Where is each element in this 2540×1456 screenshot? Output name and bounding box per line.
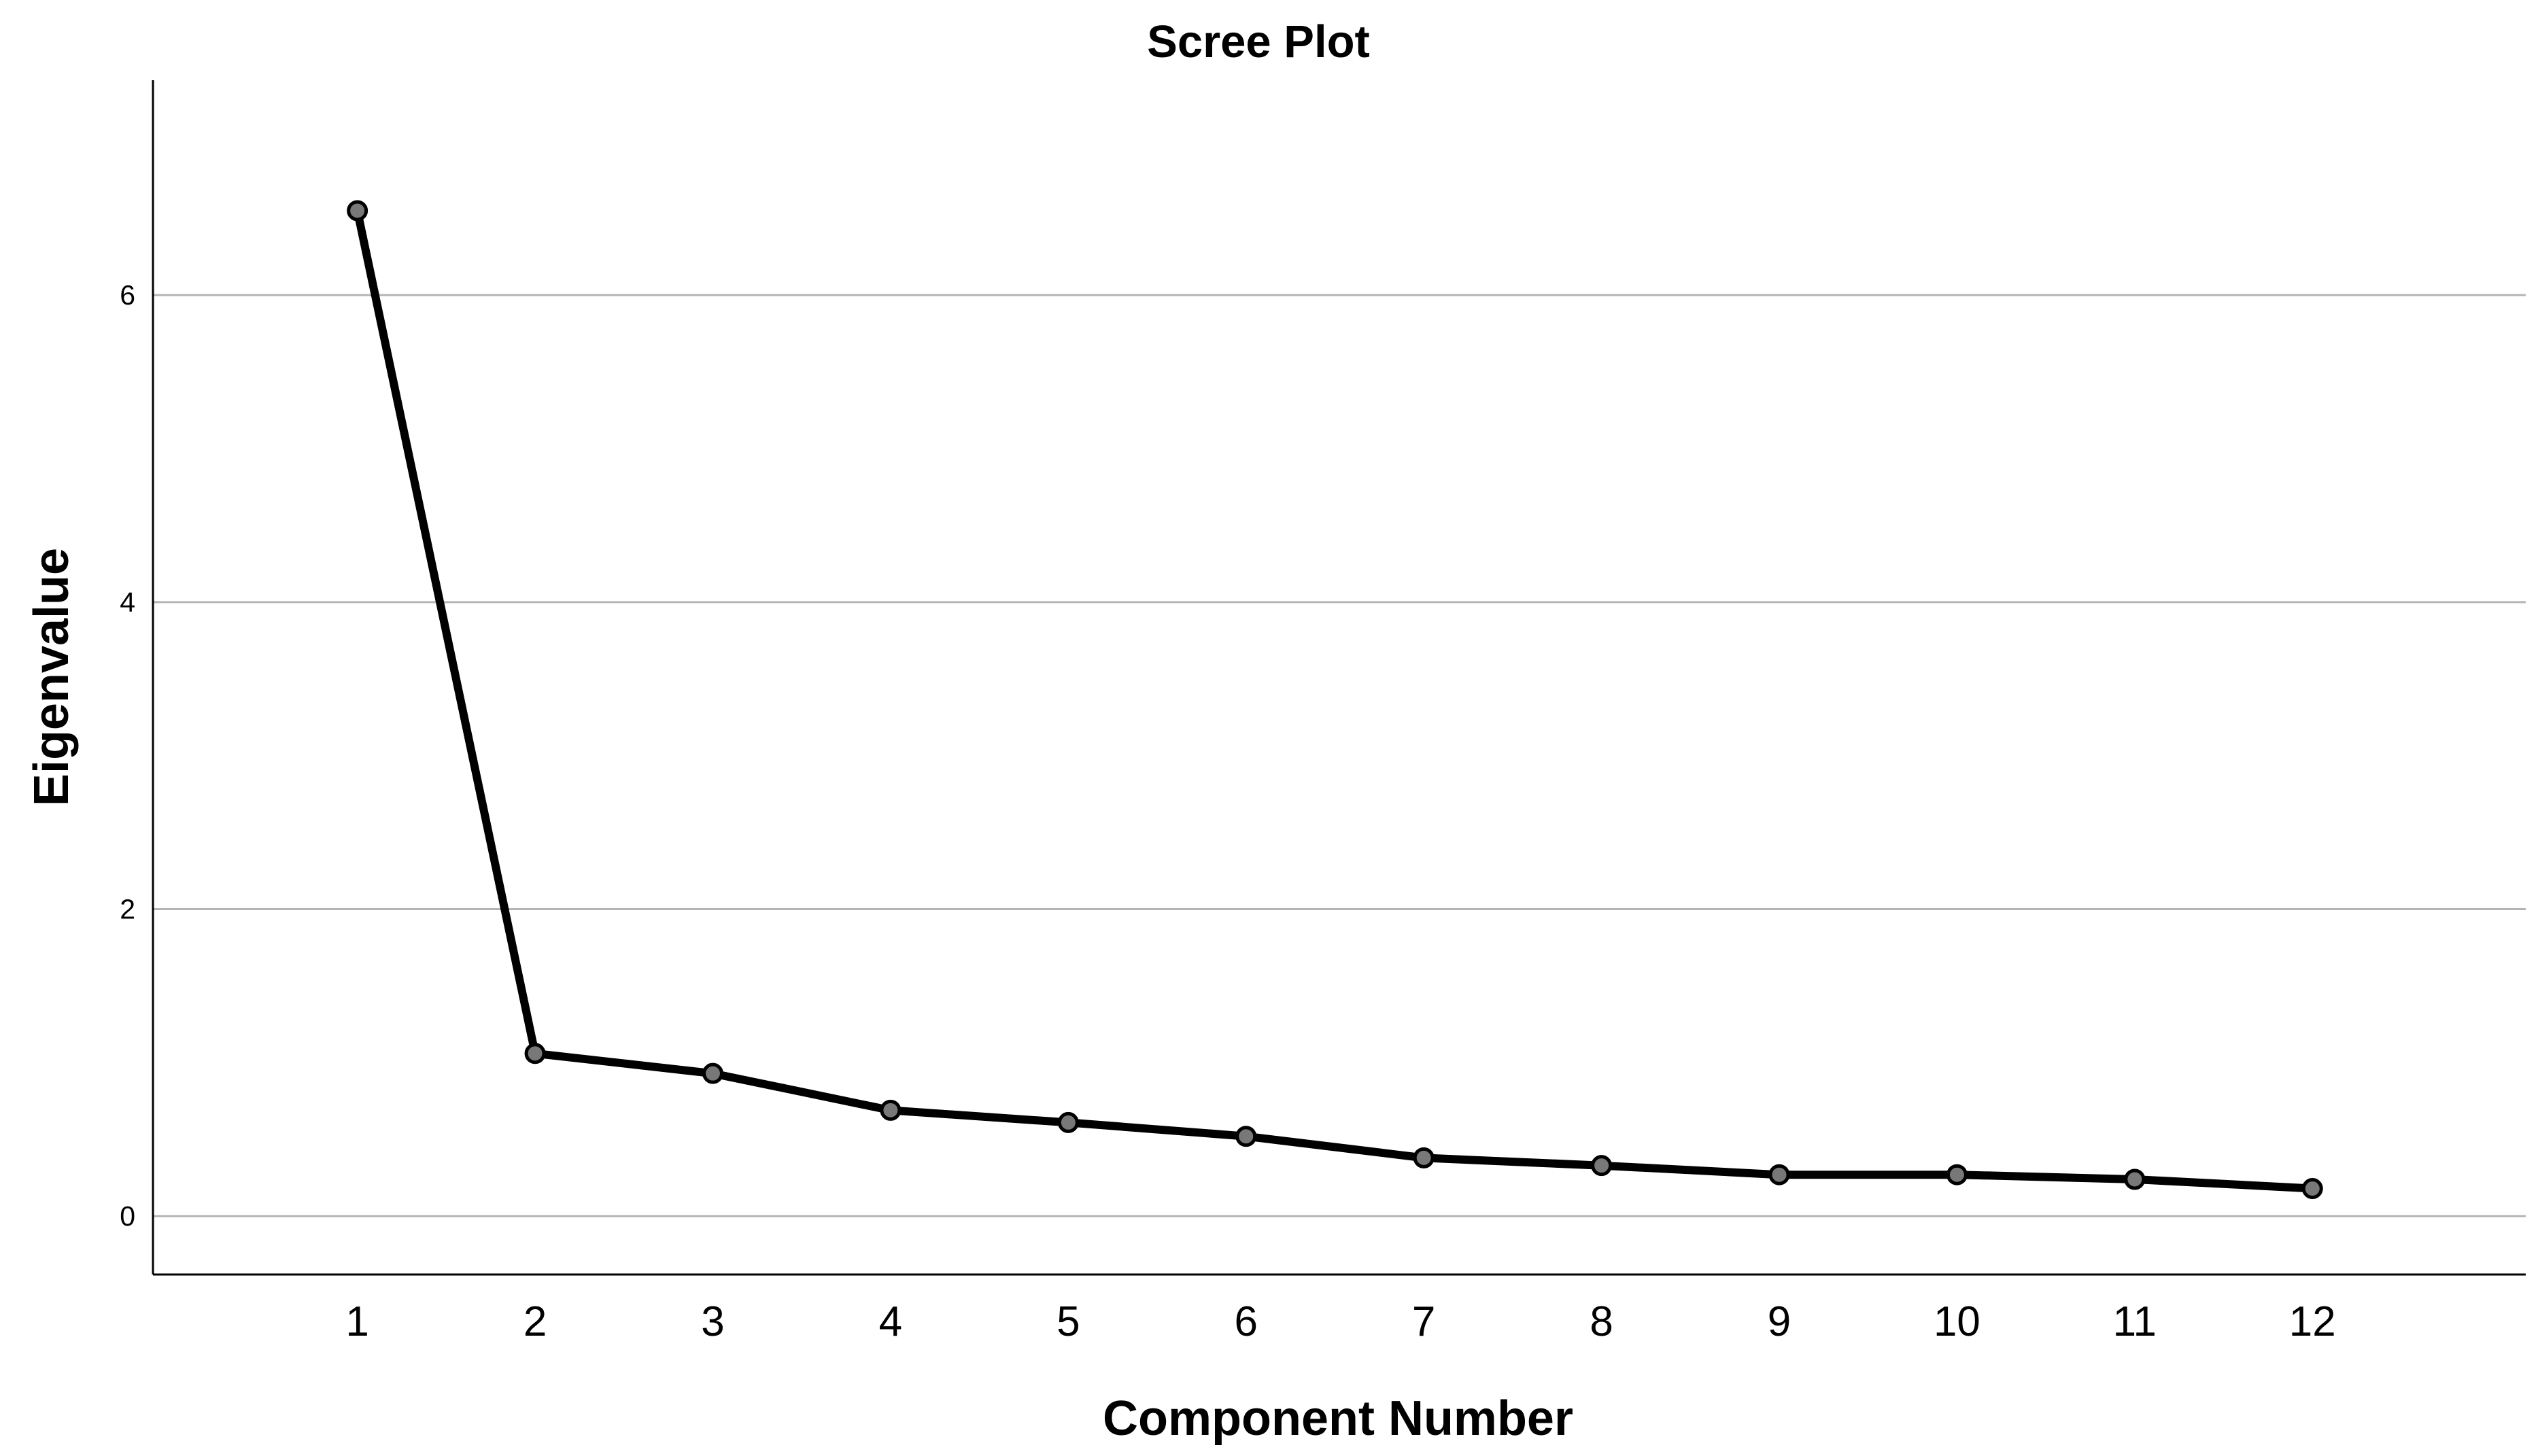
x-tick-label: 5 xyxy=(1057,1298,1080,1345)
y-axis-label: Eigenvalue xyxy=(24,548,79,806)
data-point-10 xyxy=(1946,1164,1968,1185)
data-point-7 xyxy=(1413,1147,1435,1168)
x-tick-label: 7 xyxy=(1412,1298,1435,1345)
y-tick-label: 0 xyxy=(120,1200,135,1232)
data-point-1 xyxy=(347,200,368,222)
data-point-9 xyxy=(1768,1164,1790,1185)
x-tick-label: 12 xyxy=(2289,1298,2336,1345)
x-tick-labels: 1 2 3 4 5 6 7 8 9 10 11 12 xyxy=(345,1298,2335,1345)
axes xyxy=(152,80,2526,1276)
series xyxy=(347,200,2323,1200)
data-point-6 xyxy=(1235,1126,1257,1147)
y-tick-label: 2 xyxy=(120,894,135,925)
chart-title: Scree Plot xyxy=(1147,16,1370,67)
x-tick-label: 6 xyxy=(1235,1298,1258,1345)
x-tick-label: 10 xyxy=(1934,1298,1980,1345)
x-tick-label: 4 xyxy=(879,1298,902,1345)
y-tick-labels: 0 2 4 6 xyxy=(120,279,135,1232)
y-tick-label: 4 xyxy=(120,587,135,618)
series-line xyxy=(353,207,2317,1193)
data-point-4 xyxy=(880,1099,902,1121)
x-tick-label: 3 xyxy=(701,1298,724,1345)
x-tick-label: 2 xyxy=(524,1298,547,1345)
data-point-3 xyxy=(702,1062,723,1084)
data-point-5 xyxy=(1057,1111,1079,1133)
x-axis-label: Component Number xyxy=(1103,1391,1573,1446)
data-point-8 xyxy=(1591,1155,1613,1177)
y-tick-label: 6 xyxy=(120,279,135,311)
data-point-2 xyxy=(524,1043,546,1064)
x-tick-label: 11 xyxy=(2113,1298,2157,1345)
gridlines xyxy=(153,294,2526,1217)
data-point-11 xyxy=(2124,1168,2146,1190)
x-tick-label: 9 xyxy=(1768,1298,1791,1345)
x-tick-label: 1 xyxy=(345,1298,368,1345)
data-point-12 xyxy=(2301,1178,2323,1200)
x-tick-label: 8 xyxy=(1590,1298,1613,1345)
